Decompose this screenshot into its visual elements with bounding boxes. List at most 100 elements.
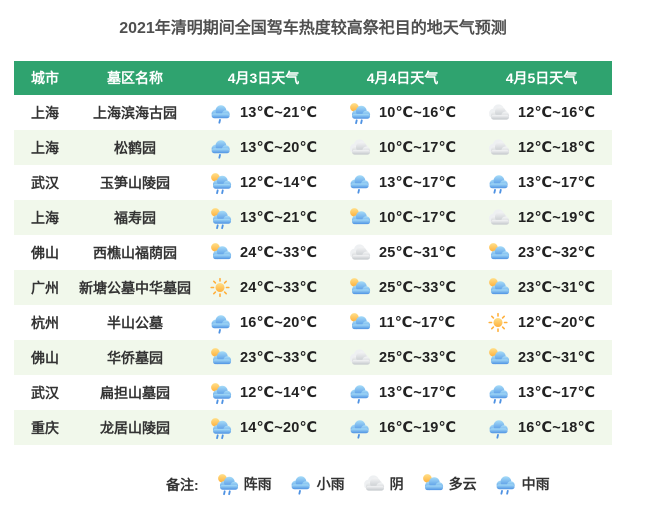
cloudy-icon <box>346 205 372 230</box>
temperature-range: 10℃~17℃ <box>379 209 457 226</box>
light-rain-icon <box>346 170 372 195</box>
moderate-rain-icon <box>485 380 511 405</box>
forecast-cell-day5: 23℃~31℃ <box>472 345 611 370</box>
cemetery-cell: 龙居山陵园 <box>100 419 170 436</box>
header-city: 城市 <box>31 70 59 86</box>
light-rain-icon <box>207 135 233 160</box>
temperature-range: 16℃~20℃ <box>240 314 318 331</box>
temperature-range: 10℃~17℃ <box>379 139 457 156</box>
cemetery-cell: 上海滨海古园 <box>93 104 177 121</box>
legend-item-label: 多云 <box>448 475 477 492</box>
overcast-icon <box>346 135 372 160</box>
city-cell: 杭州 <box>31 314 59 331</box>
forecast-cell-day5: 23℃~32℃ <box>472 240 611 265</box>
temperature-range: 23℃~33℃ <box>240 349 318 366</box>
light-rain-icon <box>207 100 233 125</box>
light-rain-icon <box>346 415 372 440</box>
table-row: 上海 松鹤园 13℃~20℃ 10℃~17℃ 12℃~18℃ <box>14 130 612 165</box>
forecast-cell-day3: 24℃~33℃ <box>194 240 333 265</box>
moderate-rain-icon <box>485 170 511 195</box>
sunny-icon <box>207 275 233 300</box>
overcast-icon <box>485 100 511 125</box>
shower-icon <box>214 471 240 496</box>
forecast-cell-day3: 12℃~14℃ <box>194 170 333 195</box>
temperature-range: 13℃~17℃ <box>379 174 457 191</box>
forecast-cell-day3: 23℃~33℃ <box>194 345 333 370</box>
forecast-cell-day5: 12℃~20℃ <box>472 310 611 335</box>
legend-label: 备注: <box>166 477 199 493</box>
city-cell: 重庆 <box>31 419 59 436</box>
forecast-cell-day5: 12℃~16℃ <box>472 100 611 125</box>
temperature-range: 12℃~18℃ <box>518 139 596 156</box>
temperature-range: 12℃~16℃ <box>518 104 596 121</box>
overcast-icon <box>346 240 372 265</box>
cloudy-icon <box>346 275 372 300</box>
city-cell: 广州 <box>31 279 59 296</box>
shower-icon <box>207 415 233 440</box>
table-body: 上海 上海滨海古园 13℃~21℃ 10℃~16℃ 12℃~16℃ 上海 松鹤园 13℃~20… <box>14 95 612 445</box>
table-row: 佛山 华侨墓园 23℃~33℃ 25℃~33℃ 23℃~31℃ <box>14 340 612 375</box>
overcast-icon <box>360 471 386 496</box>
forecast-cell-day4: 25℃~33℃ <box>333 275 472 300</box>
cloudy-icon <box>485 345 511 370</box>
temperature-range: 25℃~31℃ <box>379 244 457 261</box>
table-row: 广州 新塘公墓中华墓园 24℃~33℃ 25℃~33℃ 23℃~31℃ <box>14 270 612 305</box>
temperature-range: 13℃~21℃ <box>240 104 318 121</box>
table-row: 上海 上海滨海古园 13℃~21℃ 10℃~16℃ 12℃~16℃ <box>14 95 612 130</box>
cemetery-cell: 新塘公墓中华墓园 <box>79 279 191 296</box>
forecast-cell-day4: 25℃~33℃ <box>333 345 472 370</box>
forecast-cell-day4: 13℃~17℃ <box>333 380 472 405</box>
cemetery-cell: 福寿园 <box>114 209 156 226</box>
forecast-cell-day4: 13℃~17℃ <box>333 170 472 195</box>
forecast-cell-day4: 16℃~19℃ <box>333 415 472 440</box>
moderate-rain-icon <box>492 471 518 496</box>
temperature-range: 23℃~32℃ <box>518 244 596 261</box>
temperature-range: 23℃~31℃ <box>518 349 596 366</box>
temperature-range: 11℃~17℃ <box>379 314 456 331</box>
sunny-icon <box>485 310 511 335</box>
legend-item-label: 阴 <box>389 475 404 492</box>
cloudy-icon <box>419 471 445 496</box>
shower-icon <box>207 170 233 195</box>
city-cell: 佛山 <box>31 349 59 366</box>
forecast-cell-day4: 11℃~17℃ <box>333 310 472 335</box>
legend-item: 阴 <box>360 471 404 496</box>
forecast-cell-day3: 12℃~14℃ <box>194 380 333 405</box>
forecast-cell-day4: 25℃~31℃ <box>333 240 472 265</box>
forecast-cell-day4: 10℃~16℃ <box>333 100 472 125</box>
shower-icon <box>346 100 372 125</box>
cemetery-cell: 华侨墓园 <box>107 349 163 366</box>
forecast-table: 城市 墓区名称 4月3日天气 4月4日天气 4月5日天气 上海 上海滨海古园 13℃… <box>14 61 612 445</box>
forecast-cell-day5: 16℃~18℃ <box>472 415 611 440</box>
light-rain-icon <box>346 380 372 405</box>
temperature-range: 12℃~14℃ <box>240 174 318 191</box>
temperature-range: 16℃~19℃ <box>379 419 457 436</box>
forecast-cell-day3: 13℃~20℃ <box>194 135 333 160</box>
city-cell: 武汉 <box>31 384 59 401</box>
legend-item: 阵雨 <box>214 471 272 496</box>
forecast-cell-day5: 12℃~19℃ <box>472 205 611 230</box>
cemetery-cell: 半山公墓 <box>107 314 163 331</box>
city-cell: 佛山 <box>31 244 59 261</box>
table-header-row: 城市 墓区名称 4月3日天气 4月4日天气 4月5日天气 <box>14 61 612 95</box>
temperature-range: 13℃~17℃ <box>518 384 596 401</box>
temperature-range: 12℃~14℃ <box>240 384 318 401</box>
legend-item-label: 阵雨 <box>243 475 272 492</box>
legend-item-label: 小雨 <box>316 475 345 492</box>
table-row: 杭州 半山公墓 16℃~20℃ 11℃~17℃ 12℃~20℃ <box>14 305 612 340</box>
legend-item: 小雨 <box>287 471 345 496</box>
table-row: 佛山 西樵山福荫园 24℃~33℃ 25℃~31℃ 23℃~32℃ <box>14 235 612 270</box>
light-rain-icon <box>485 415 511 440</box>
temperature-range: 24℃~33℃ <box>240 244 318 261</box>
legend-item: 多云 <box>419 471 477 496</box>
temperature-range: 25℃~33℃ <box>379 349 457 366</box>
city-cell: 上海 <box>31 209 59 226</box>
forecast-cell-day3: 14℃~20℃ <box>194 415 333 440</box>
forecast-cell-day3: 16℃~20℃ <box>194 310 333 335</box>
temperature-range: 12℃~19℃ <box>518 209 596 226</box>
temperature-range: 14℃~20℃ <box>240 419 318 436</box>
cloudy-icon <box>485 240 511 265</box>
forecast-cell-day3: 13℃~21℃ <box>194 100 333 125</box>
table-row: 上海 福寿园 13℃~21℃ 10℃~17℃ 12℃~19℃ <box>14 200 612 235</box>
